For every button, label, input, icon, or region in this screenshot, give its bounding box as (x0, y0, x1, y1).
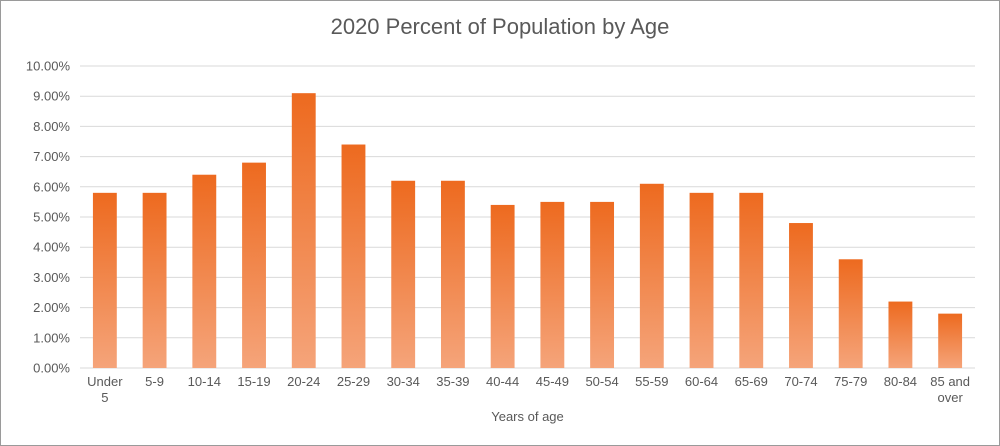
y-tick-label: 5.00% (33, 210, 70, 225)
bar (590, 201, 615, 368)
y-tick-label: 8.00% (33, 119, 70, 134)
x-tick-label: Under 5 (87, 374, 123, 405)
x-tick-label: 55-59 (635, 374, 668, 389)
y-tick-label: 3.00% (33, 270, 70, 285)
y-tick-label: 9.00% (33, 89, 70, 104)
bar (142, 192, 167, 368)
gridlines (80, 65, 975, 369)
x-tick-label: 80-84 (884, 374, 917, 389)
x-tick-label: 30-34 (387, 374, 420, 389)
bar (739, 192, 764, 368)
x-tick-label: 85 and over (930, 374, 970, 405)
bar (838, 259, 863, 368)
y-tick-label: 1.00% (33, 330, 70, 345)
bar (490, 204, 515, 368)
x-tick-label: 25-29 (337, 374, 370, 389)
bar (92, 192, 117, 368)
bar (291, 93, 316, 369)
bar (440, 180, 465, 368)
bar (341, 144, 366, 368)
x-tick-label: 20-24 (287, 374, 320, 389)
y-axis-tick-labels: 0.00% 1.00% 2.00% 3.00% 4.00% 5.00% 6.00% 7.00%… (26, 59, 71, 376)
bar (689, 192, 714, 368)
bar (540, 201, 565, 368)
y-tick-label: 4.00% (33, 240, 70, 255)
y-tick-label: 6.00% (33, 179, 70, 194)
x-tick-label: 65-69 (735, 374, 768, 389)
x-tick-label: 15-19 (237, 374, 270, 389)
x-tick-label: 35-39 (436, 374, 469, 389)
bar (192, 174, 217, 368)
x-tick-label: 45-49 (536, 374, 569, 389)
bar (242, 162, 266, 368)
bar (789, 223, 813, 368)
bars (92, 93, 963, 369)
y-tick-label: 10.00% (26, 59, 71, 74)
x-axis-title: Years of age (491, 409, 564, 424)
chart-title: 2020 Percent of Population by Age (330, 14, 670, 39)
bar (888, 301, 913, 368)
bar (391, 180, 416, 368)
x-tick-label: 75-79 (834, 374, 867, 389)
x-tick-label: 50-54 (585, 374, 618, 389)
y-tick-label: 7.00% (33, 149, 70, 164)
y-tick-label: 0.00% (33, 361, 70, 376)
x-tick-label: 10-14 (188, 374, 221, 389)
x-axis-tick-labels: Under 5 5-9 10-14 15-19 20-24 25-29 30-34 35-39 4… (87, 374, 970, 405)
x-tick-label: 5-9 (145, 374, 164, 389)
y-tick-label: 2.00% (33, 300, 70, 315)
bar (639, 183, 664, 368)
x-tick-label: 70-74 (784, 374, 817, 389)
x-tick-label: 40-44 (486, 374, 519, 389)
bar (938, 313, 963, 368)
x-tick-label: 60-64 (685, 374, 718, 389)
